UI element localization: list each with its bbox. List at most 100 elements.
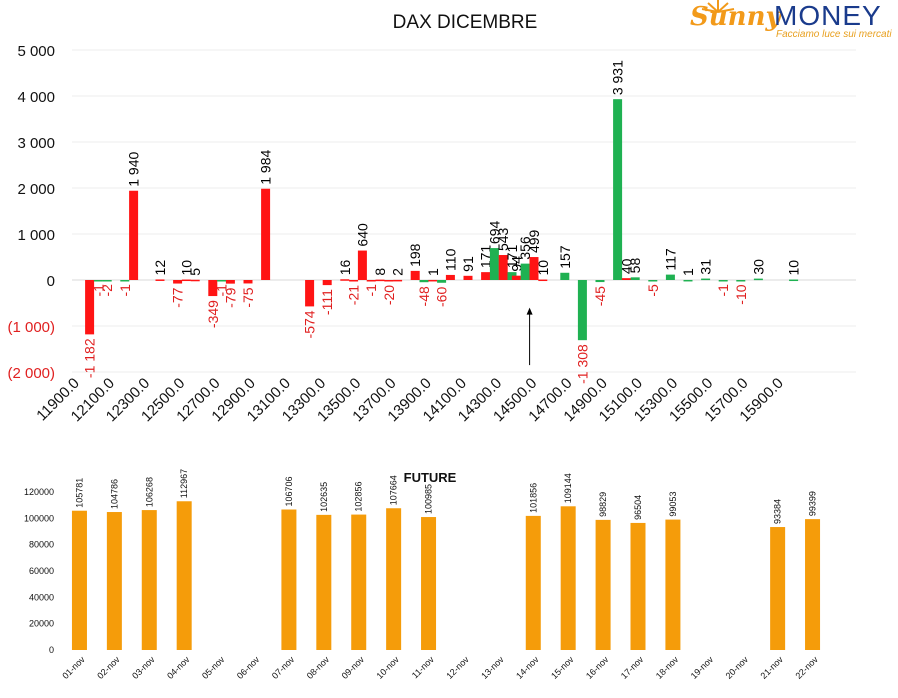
data-label: 109144 <box>563 473 573 503</box>
data-label: 1 <box>680 268 696 276</box>
bar <box>437 280 447 283</box>
x-tick-label: 21-nov <box>759 654 786 681</box>
x-tick-label: 15-nov <box>549 654 576 681</box>
logo-money: MONEY <box>774 0 882 31</box>
x-tick-label: 02-nov <box>95 654 122 681</box>
data-label: 102856 <box>354 482 364 512</box>
x-tick-label: 13-nov <box>479 654 506 681</box>
data-label: 107664 <box>389 475 399 505</box>
bar <box>630 277 640 280</box>
bar <box>393 279 403 282</box>
y-tick-label: 0 <box>47 273 55 290</box>
data-label: 110 <box>442 248 458 271</box>
bar <box>190 279 200 282</box>
y-tick-label: 4 000 <box>17 89 55 106</box>
bar <box>529 257 539 280</box>
data-label: 1 940 <box>126 152 142 187</box>
bar <box>386 508 402 650</box>
data-label: 30 <box>750 259 766 275</box>
data-label: -1 <box>363 284 379 297</box>
bar <box>736 280 746 282</box>
chart-title: DAX DICEMBRE <box>392 12 538 33</box>
y-tick-label: 80000 <box>29 540 54 550</box>
data-label: 105781 <box>74 478 84 508</box>
bar <box>208 280 218 297</box>
bar <box>481 272 491 280</box>
bar <box>357 250 367 280</box>
data-label: 94 <box>508 256 524 272</box>
y-tick-label: 3 000 <box>17 135 55 152</box>
bar <box>305 280 315 307</box>
y-tick-label: 1 000 <box>17 227 55 244</box>
bar <box>225 280 235 284</box>
bar <box>770 527 786 650</box>
data-label: 106706 <box>284 476 294 506</box>
bar <box>181 279 191 282</box>
data-label: -20 <box>381 285 397 305</box>
y-tick-label: (2 000) <box>7 365 55 382</box>
data-label: -1 182 <box>82 338 98 378</box>
bar <box>120 280 130 282</box>
bar <box>375 279 385 282</box>
data-label: 117 <box>662 248 678 271</box>
data-label: 112967 <box>179 469 189 498</box>
data-label: -574 <box>302 310 318 338</box>
data-label: 10 <box>178 260 194 276</box>
x-tick-label: 18-nov <box>654 654 681 681</box>
logo-tagline: Facciamo luce sui mercati <box>776 29 892 40</box>
data-label: 106268 <box>144 477 154 507</box>
bar <box>630 522 646 650</box>
bar <box>520 263 530 280</box>
data-label: 10 <box>535 260 551 276</box>
data-label: 640 <box>354 223 370 247</box>
bar <box>85 280 95 335</box>
data-label: -77 <box>170 287 186 307</box>
bar <box>155 279 165 281</box>
bar <box>176 501 192 650</box>
bar <box>489 248 499 280</box>
bar <box>463 275 473 280</box>
data-label: 499 <box>526 229 542 253</box>
data-label: -349 <box>205 300 221 328</box>
data-label: -45 <box>592 286 608 306</box>
x-tick-label: 17-nov <box>619 654 646 681</box>
data-label: 12 <box>152 260 168 276</box>
brand-logo: Sunny MONEY Facciamo luce sui mercati <box>688 0 893 48</box>
data-label: -1 <box>214 284 230 297</box>
bar <box>384 280 394 282</box>
y-tick-label: 100000 <box>24 513 54 523</box>
bar <box>428 279 438 282</box>
bar <box>665 519 681 650</box>
y-tick-label: 120000 <box>24 487 54 497</box>
data-label: 102635 <box>319 482 329 512</box>
x-tick-label: 08-nov <box>305 654 332 681</box>
data-label: 2 <box>390 268 406 276</box>
data-label: 1 <box>425 268 441 276</box>
data-label: 31 <box>698 259 714 275</box>
bar <box>560 272 570 280</box>
data-label: -1 <box>117 284 133 297</box>
bar <box>445 274 455 280</box>
bar <box>71 510 87 650</box>
x-tick-label: 10-nov <box>375 654 402 681</box>
data-label: -10 <box>733 284 749 304</box>
data-label: 16 <box>337 259 353 275</box>
data-label: -111 <box>319 289 335 315</box>
bar <box>261 188 271 280</box>
x-tick-label: 12-nov <box>444 654 471 681</box>
dax-chart: 5 000 4 000 3 000 2 000 1 000 0 (1 000) (2 000)… <box>7 43 856 425</box>
data-label: -79 <box>222 287 238 307</box>
data-label: 101856 <box>528 483 538 513</box>
y-tick-label: 60000 <box>29 566 54 576</box>
bar <box>243 280 253 284</box>
data-label: -21 <box>346 285 362 305</box>
data-label: 8 <box>372 268 388 276</box>
bar <box>322 280 332 286</box>
data-label: 3 931 <box>610 60 626 95</box>
x-tick-label: 07-nov <box>270 654 297 681</box>
bar <box>560 506 576 650</box>
x-tick-label: 03-nov <box>130 654 157 681</box>
bar <box>421 517 437 650</box>
y-tick-label: 0 <box>49 645 54 655</box>
y-tick-label: (1 000) <box>7 319 55 336</box>
